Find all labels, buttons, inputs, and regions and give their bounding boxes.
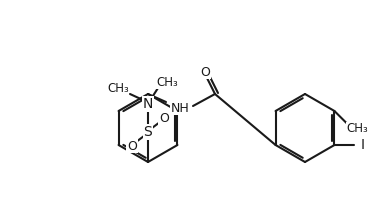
Text: NH: NH [171, 102, 190, 114]
Text: I: I [360, 138, 364, 152]
Text: N: N [143, 97, 153, 111]
Text: O: O [200, 66, 210, 78]
Text: CH₃: CH₃ [107, 82, 129, 94]
Text: CH₃: CH₃ [347, 123, 368, 135]
Text: S: S [144, 125, 152, 139]
Text: O: O [127, 140, 137, 152]
Text: CH₃: CH₃ [156, 76, 178, 88]
Text: O: O [159, 111, 169, 125]
